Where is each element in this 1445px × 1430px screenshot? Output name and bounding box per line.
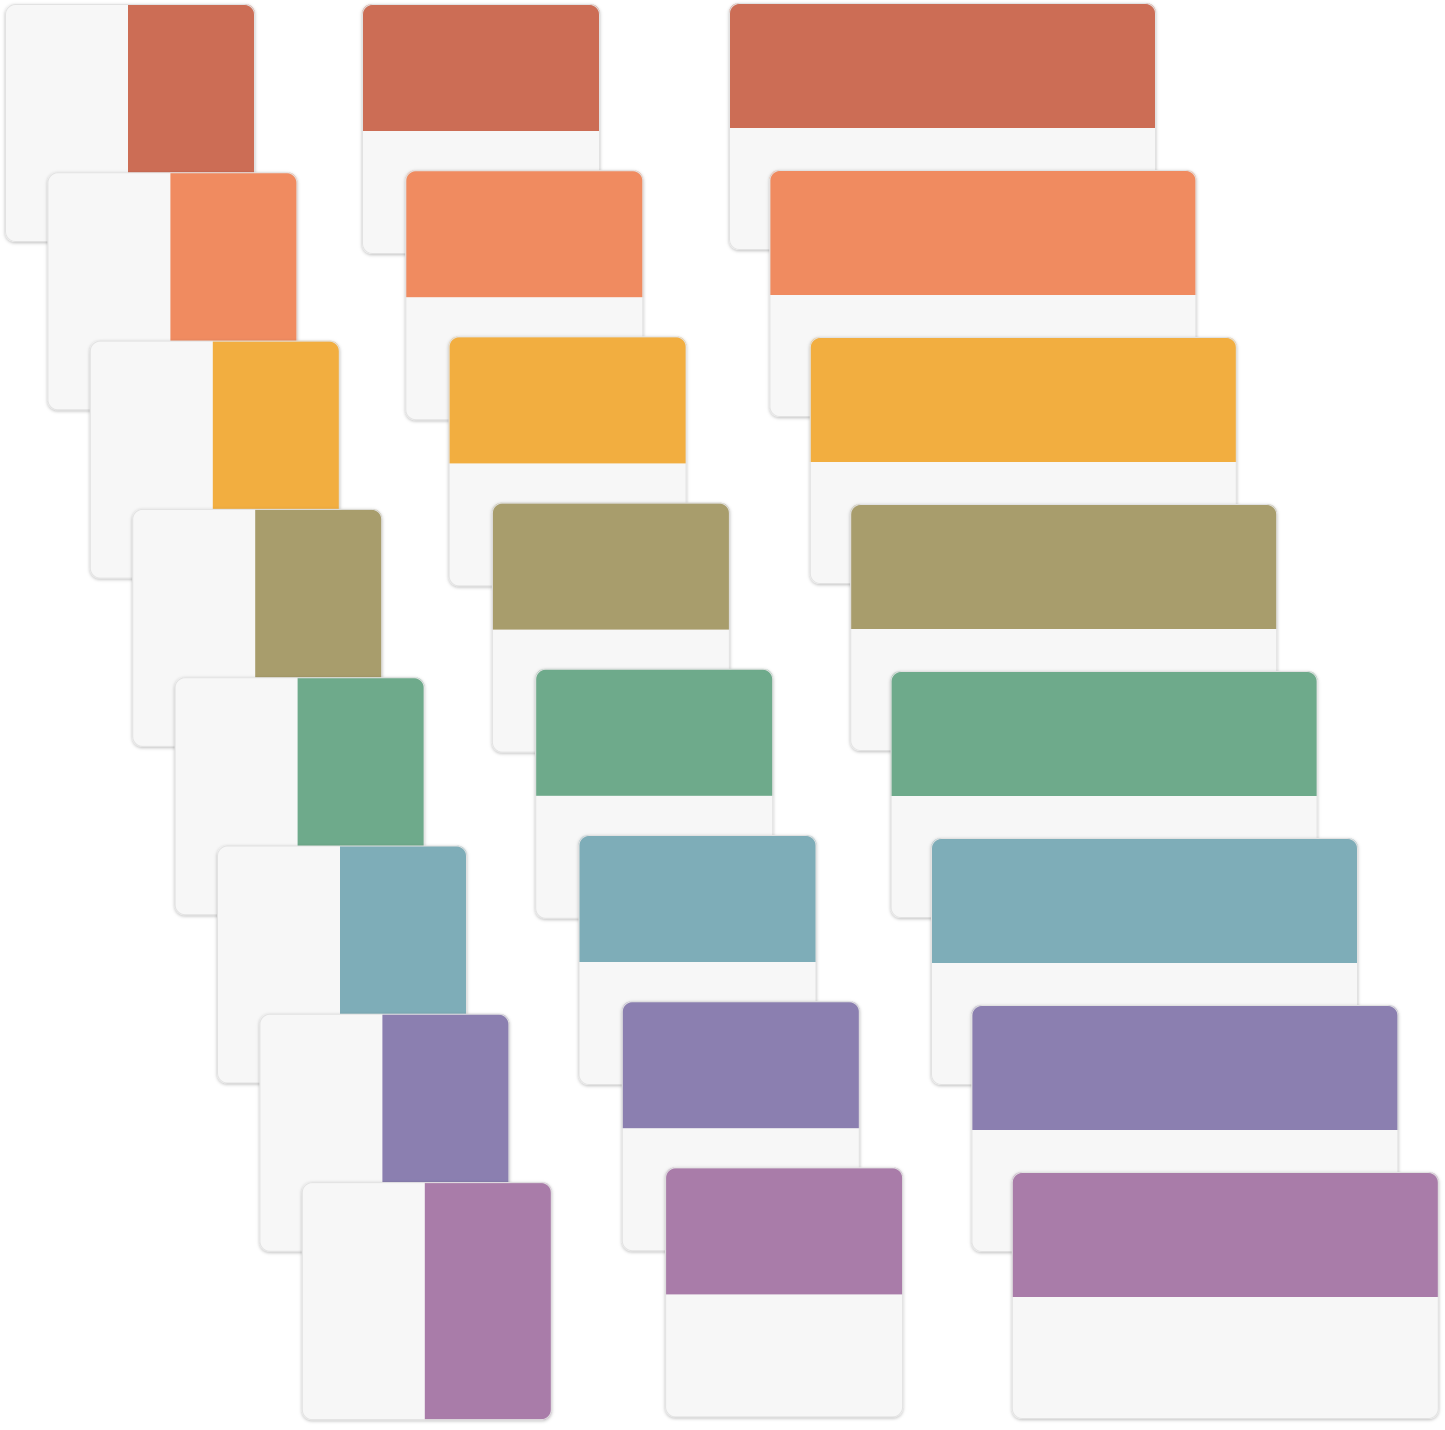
- tab-body: [301, 1182, 552, 1421]
- tab-color: [665, 1167, 904, 1295]
- tab-color: [1011, 1172, 1439, 1297]
- tab-color: [850, 504, 1278, 629]
- tab-color: [890, 671, 1318, 796]
- tab-color: [424, 1182, 552, 1421]
- tab-color: [621, 1001, 860, 1129]
- tab-color: [491, 502, 730, 630]
- tab-edge: [301, 1182, 552, 1421]
- tab-color: [362, 4, 600, 131]
- tab-color: [729, 3, 1156, 128]
- tab-body: [1011, 1172, 1439, 1419]
- tab-body: [665, 1167, 904, 1418]
- tab-edge: [1011, 1172, 1439, 1419]
- tab-color: [931, 838, 1358, 963]
- tab-color: [578, 835, 817, 962]
- tab-color: [405, 170, 644, 298]
- tab-color: [535, 668, 774, 796]
- tab: [665, 1167, 904, 1418]
- tab-color: [448, 336, 687, 464]
- tab: [1011, 1172, 1439, 1419]
- tab-color: [809, 337, 1237, 462]
- tab-color: [769, 170, 1197, 295]
- tab-color: [971, 1005, 1399, 1130]
- tab: [301, 1182, 552, 1421]
- tab-edge: [665, 1167, 904, 1418]
